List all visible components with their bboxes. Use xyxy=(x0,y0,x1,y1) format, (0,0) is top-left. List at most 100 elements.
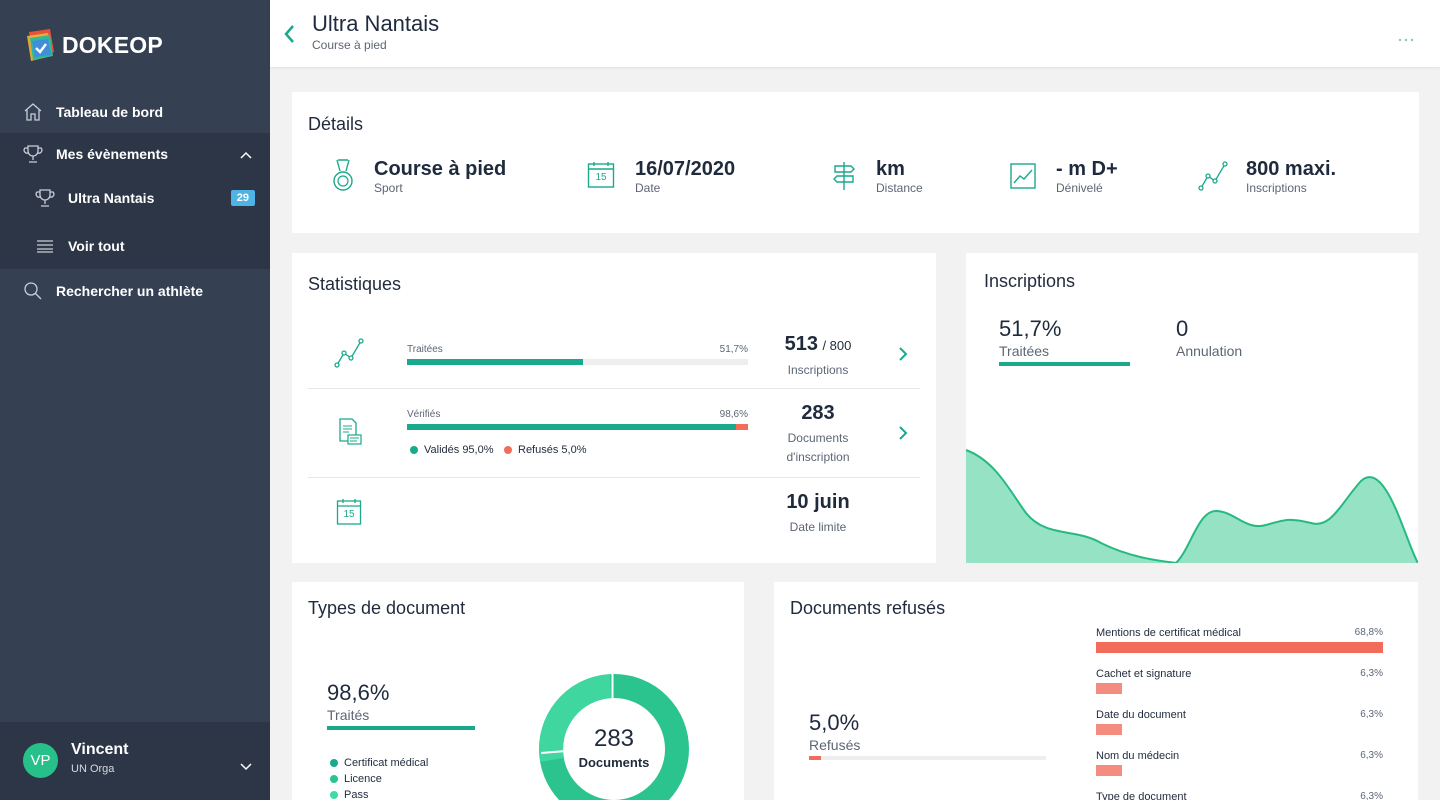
back-arrow-icon[interactable] xyxy=(282,23,296,50)
logo[interactable]: DOKEOP xyxy=(26,28,163,62)
documents-label-1: Documents xyxy=(787,431,849,445)
cancellation-label: Annulation xyxy=(1176,343,1243,359)
calendar-icon: 15 xyxy=(587,161,615,189)
sidebar-item-label: Mes évènements xyxy=(56,146,169,162)
detail-label: Dénivelé xyxy=(1056,181,1103,195)
refusal-reason-label: Type de document xyxy=(1096,791,1187,800)
cancellation-value: 0 xyxy=(1176,316,1189,341)
sidebar-item-see-all[interactable]: Voir tout xyxy=(0,224,270,268)
trend-line-icon xyxy=(1198,161,1228,196)
legend-text: Certificat médical xyxy=(344,757,429,769)
refusal-reason-label: Cachet et signature xyxy=(1096,668,1192,680)
sidebar: DOKEOP Tableau de bord Mes évènements Ul… xyxy=(0,0,270,800)
legend-pass: Pass xyxy=(330,787,368,800)
documents-label-2: d'inscription xyxy=(786,450,850,464)
trophy-icon xyxy=(23,144,43,164)
document-types-donut xyxy=(539,674,689,800)
detail-value: 16/07/2020 xyxy=(635,158,736,180)
calendar-day: 15 xyxy=(595,172,607,183)
trophy-icon xyxy=(35,188,55,208)
refusal-reason-label: Mentions de certificat médical xyxy=(1096,627,1241,639)
chevron-right-icon[interactable] xyxy=(898,346,908,367)
donut-center-label: Documents xyxy=(578,755,650,770)
area-fill xyxy=(966,450,1418,563)
sidebar-item-search-athlete[interactable]: Rechercher un athlète xyxy=(0,269,270,313)
sidebar-item-my-events[interactable]: Mes évènements xyxy=(0,132,270,176)
refusal-reason-item: Mentions de certificat médical 68,8% xyxy=(1096,627,1383,661)
refused-legend-text: Refusés 5,0% xyxy=(518,444,587,456)
refused-value: 5,0% xyxy=(809,710,860,735)
sidebar-item-dashboard[interactable]: Tableau de bord xyxy=(0,90,270,134)
details-card: Détails Course à pied Sport 15 16/07/2020… xyxy=(292,92,1419,233)
legend-dot xyxy=(410,446,418,454)
calendar-day: 15 xyxy=(343,509,355,520)
detail-value: Course à pied xyxy=(374,158,507,180)
donut-segment-license xyxy=(539,674,612,762)
page-title: Ultra Nantais xyxy=(312,11,440,36)
divider xyxy=(308,388,920,389)
treated-value: 51,7% xyxy=(999,316,1062,341)
refused-progress-fill xyxy=(736,424,748,430)
chevron-down-icon[interactable] xyxy=(240,758,252,776)
verified-progress-bar xyxy=(407,424,748,430)
refusal-reason-bar xyxy=(1096,765,1122,776)
user-menu[interactable]: VP Vincent UN Orga xyxy=(0,722,270,800)
refusal-reason-pct: 68,8% xyxy=(1354,627,1383,638)
chevron-right-icon[interactable] xyxy=(898,425,908,446)
sidebar-item-label: Rechercher un athlète xyxy=(56,283,204,299)
user-name: Vincent xyxy=(71,741,129,758)
refused-progress-fill xyxy=(809,756,821,760)
detail-label: Date xyxy=(635,181,661,195)
document-types-title: Types de document xyxy=(308,598,466,618)
treated-bar-label: Traitées xyxy=(407,344,443,355)
refused-progress-bar xyxy=(809,756,1046,760)
medal-icon xyxy=(332,159,354,198)
registrations-label: Inscriptions xyxy=(787,363,849,377)
donut-gap xyxy=(540,750,567,754)
sidebar-item-ultra-nantais[interactable]: Ultra Nantais 29 xyxy=(0,176,270,220)
trend-line-icon xyxy=(334,337,364,374)
refusal-reason-pct: 6,3% xyxy=(1360,750,1383,761)
legend-text: Licence xyxy=(344,773,382,785)
inscriptions-title: Inscriptions xyxy=(984,271,1076,291)
divider xyxy=(308,477,920,478)
validated-progress-fill xyxy=(407,424,736,430)
area-line xyxy=(966,449,1418,563)
registrations-count: 513 / 800 xyxy=(757,333,879,356)
legend-dot xyxy=(330,775,338,783)
refusal-reason-pct: 6,3% xyxy=(1360,668,1383,679)
verified-bar-pct: 98,6% xyxy=(719,409,748,420)
refusal-reason-item: Nom du médecin 6,3% xyxy=(1096,750,1383,784)
validated-legend-text: Validés 95,0% xyxy=(424,444,494,456)
refusal-reason-label: Nom du médecin xyxy=(1096,750,1180,762)
list-icon xyxy=(35,236,55,256)
sidebar-item-label: Tableau de bord xyxy=(56,104,164,120)
deadline-label: Date limite xyxy=(789,520,847,534)
detail-label: Inscriptions xyxy=(1246,181,1307,195)
sidebar-item-label: Voir tout xyxy=(68,238,125,254)
elevation-chart-icon xyxy=(1010,163,1036,194)
detail-sport: Course à pied Sport xyxy=(332,157,506,198)
refused-documents-title: Documents refusés xyxy=(790,598,946,618)
documents-value: 283 xyxy=(801,402,835,424)
refusal-reason-bar xyxy=(1096,642,1383,653)
detail-registrations: 800 maxi. Inscriptions xyxy=(1198,157,1336,196)
treated-label: Traitées xyxy=(999,343,1050,359)
detail-value: 800 maxi. xyxy=(1246,158,1337,180)
refusal-reason-label: Date du document xyxy=(1096,709,1186,721)
legend-medical-certificate: Certificat médical xyxy=(330,755,428,771)
count-badge: 29 xyxy=(230,190,255,206)
treated-bar-pct: 51,7% xyxy=(719,344,748,355)
registrations-max: / 800 xyxy=(822,338,852,353)
sidebar-item-label: Ultra Nantais xyxy=(68,190,155,206)
refused-label: Refusés xyxy=(809,737,861,753)
detail-label: Distance xyxy=(876,181,923,195)
page-subtitle: Course à pied xyxy=(312,38,387,52)
treated-underline xyxy=(999,362,1130,366)
detail-distance: km Distance xyxy=(832,157,923,196)
verified-bar-label: Vérifiés xyxy=(407,409,441,420)
details-title: Détails xyxy=(308,114,364,134)
more-options-icon[interactable] xyxy=(1398,30,1414,48)
stats-title: Statistiques xyxy=(308,274,402,294)
refused-legend: Refusés 5,0% xyxy=(504,442,586,458)
